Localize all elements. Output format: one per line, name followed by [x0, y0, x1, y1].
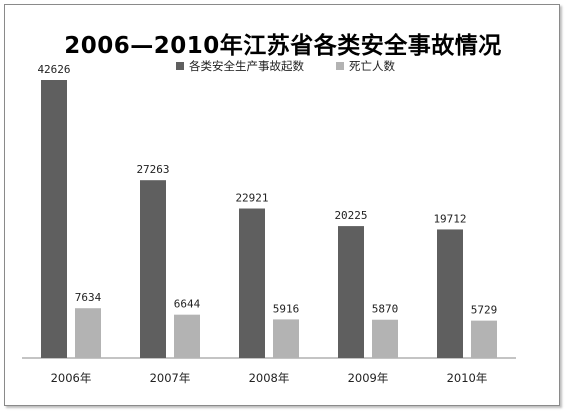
x-tick-label-0: 2006年: [51, 371, 92, 385]
bar-accidents-0: [41, 80, 67, 358]
chart-title: 2006—2010年江苏省各类安全事故情况: [64, 33, 502, 59]
x-tick-labels-group: 2006年 2007年 2008年 2009年 2010年: [51, 371, 488, 385]
legend-label-deaths: 死亡人数: [349, 59, 395, 73]
x-tick-label-4: 2010年: [447, 371, 488, 385]
data-label-accidents-1: 27263: [136, 163, 169, 176]
legend: 各类安全生产事故起数 死亡人数: [176, 59, 395, 73]
legend-label-accidents: 各类安全生产事故起数: [189, 59, 304, 73]
x-tick-label-3: 2009年: [348, 371, 389, 385]
bar-deaths-2: [273, 319, 299, 358]
legend-swatch-accidents: [176, 62, 184, 70]
data-label-accidents-4: 19712: [433, 212, 466, 225]
data-labels-group: 42626 7634 27263 6644 22921 5916 20225 5870 1971…: [37, 63, 497, 317]
bar-deaths-3: [372, 319, 398, 358]
legend-swatch-deaths: [336, 62, 344, 70]
x-tick-label-2: 2008年: [249, 371, 290, 385]
x-tick-label-1: 2007年: [150, 371, 191, 385]
bar-deaths-4: [471, 320, 497, 358]
bar-deaths-0: [75, 308, 101, 358]
data-label-accidents-0: 42626: [37, 63, 70, 76]
data-label-deaths-4: 5729: [471, 304, 498, 317]
bar-deaths-1: [174, 314, 200, 358]
bars-group: [41, 80, 497, 358]
bar-accidents-1: [140, 180, 166, 358]
data-label-accidents-2: 22921: [235, 192, 268, 205]
data-label-deaths-1: 6644: [174, 298, 201, 311]
data-label-deaths-0: 7634: [75, 291, 102, 304]
data-label-accidents-3: 20225: [334, 209, 367, 222]
bar-accidents-3: [338, 226, 364, 358]
bar-accidents-2: [239, 208, 265, 358]
bar-accidents-4: [437, 229, 463, 358]
data-label-deaths-3: 5870: [372, 303, 399, 316]
data-label-deaths-2: 5916: [273, 302, 300, 315]
